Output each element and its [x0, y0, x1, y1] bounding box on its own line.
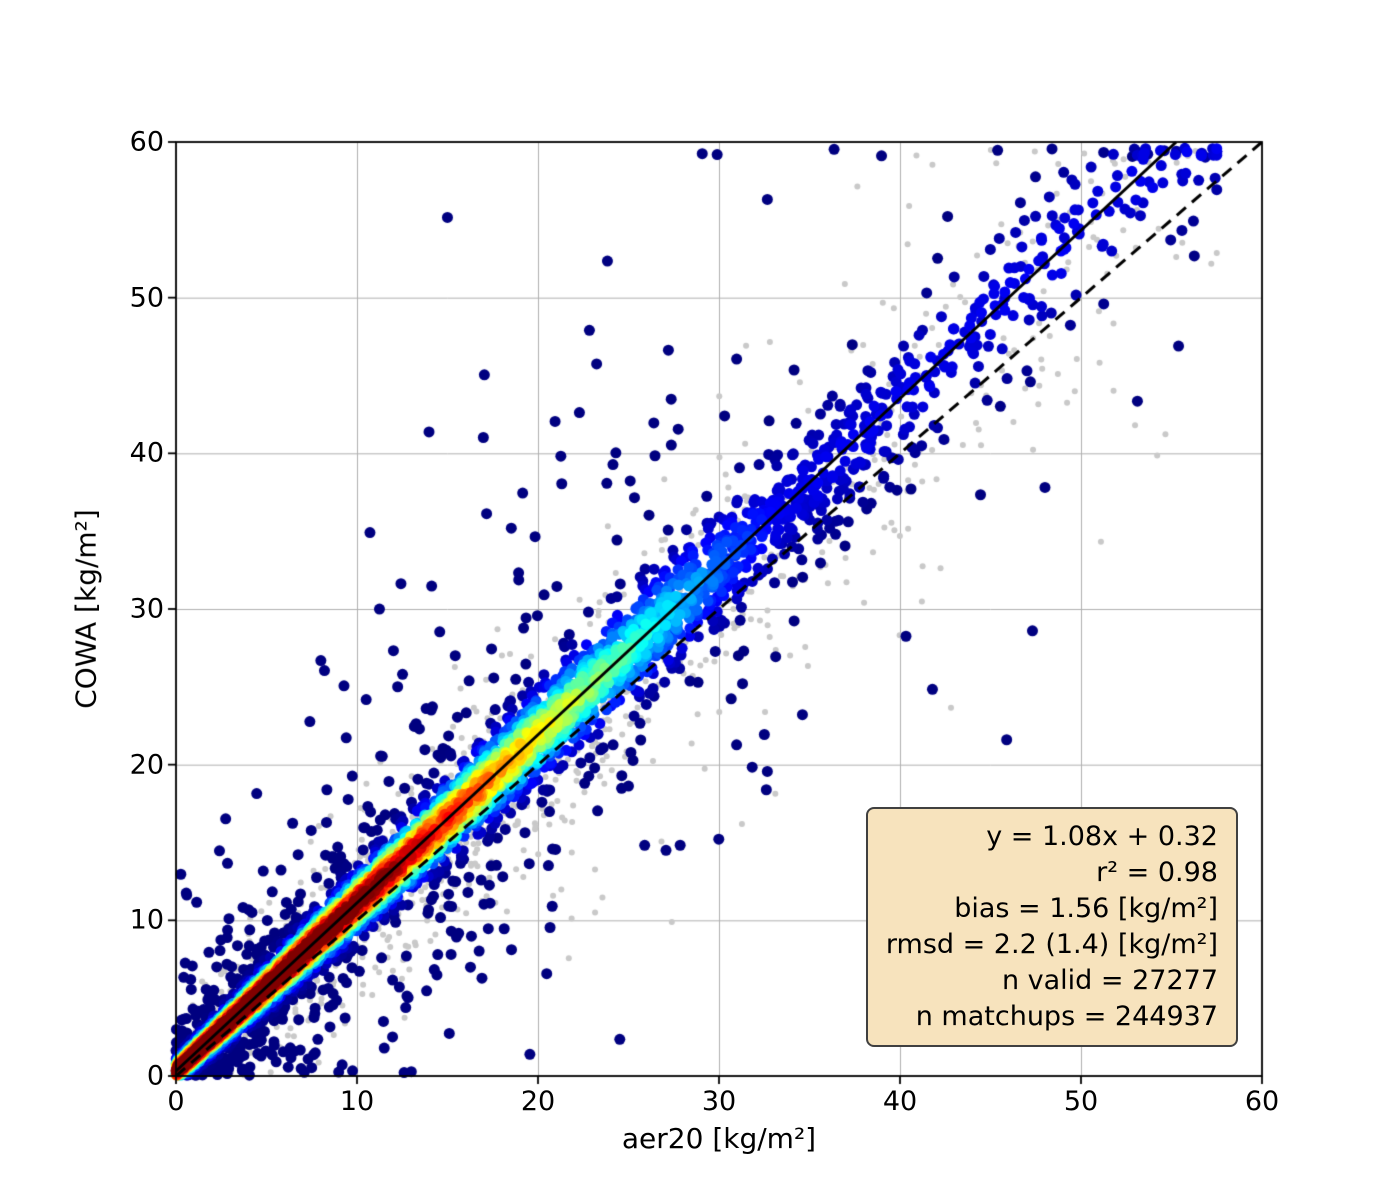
x-tick-label: 0	[167, 1086, 185, 1117]
x-tick-label: 20	[520, 1086, 556, 1117]
y-tick-label: 40	[129, 437, 164, 469]
y-tick-label: 60	[129, 126, 164, 158]
x-axis-label: aer20 [kg/m²]	[621, 1122, 817, 1155]
x-tick-label: 40	[882, 1086, 918, 1117]
stats-box: y = 1.08x + 0.32 r² = 0.98 bias = 1.56 [kg…	[865, 807, 1238, 1047]
stats-line: bias = 1.56 [kg/m²]	[954, 893, 1218, 924]
y-tick-label: 50	[129, 282, 164, 314]
x-tick-label: 50	[1063, 1086, 1099, 1117]
y-tick-label: 30	[129, 593, 164, 625]
stats-line: n matchups = 244937	[915, 1001, 1218, 1032]
y-tick-label: 20	[129, 749, 164, 781]
stats-line: rmsd = 2.2 (1.4) [kg/m²]	[885, 929, 1218, 960]
stats-line: n valid = 27277	[1001, 965, 1218, 996]
x-tick-label: 60	[1244, 1086, 1280, 1117]
x-tick-label: 30	[701, 1086, 737, 1117]
y-axis-label: COWA [kg/m²]	[69, 509, 103, 709]
stats-line: r² = 0.98	[1096, 857, 1218, 888]
x-tick-label: 10	[339, 1086, 375, 1117]
y-tick-label: 10	[129, 904, 164, 936]
y-tick-label: 0	[146, 1060, 164, 1092]
stats-line: y = 1.08x + 0.32	[986, 821, 1218, 852]
